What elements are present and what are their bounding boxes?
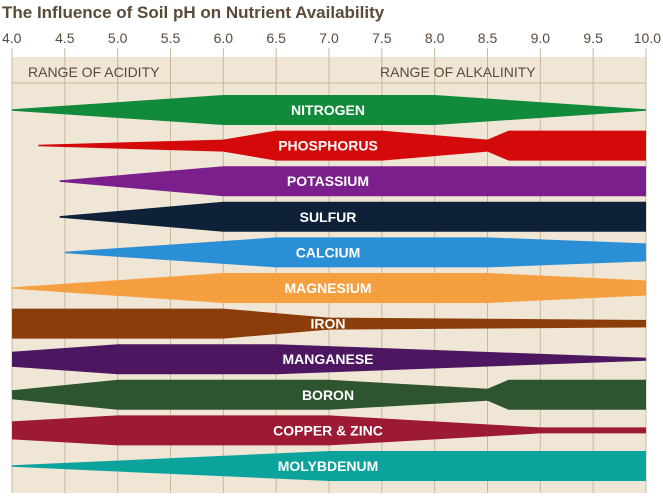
chart-title: The Influence of Soil pH on Nutrient Ava… [2,3,385,22]
band-sulfur: SULFUR [59,201,647,232]
band-label-magnesium: MAGNESIUM [284,280,371,296]
band-shape-boron [12,379,646,410]
band-manganese: MANGANESE [12,344,646,375]
band-label-boron: BORON [302,387,354,403]
band-shape-manganese [12,344,646,375]
band-shape-calcium [64,237,647,268]
x-tick-label: 6.0 [214,30,234,46]
x-tick-label: 9.5 [583,30,603,46]
band-label-sulfur: SULFUR [300,209,357,225]
x-tick-label: 5.0 [108,30,128,46]
band-molybdenum: MOLYBDENUM [12,451,646,481]
band-calcium: CALCIUM [64,237,647,268]
band-label-molybdenum: MOLYBDENUM [278,458,379,474]
x-tick-label: 4.0 [2,30,22,46]
band-boron: BORON [12,379,646,410]
band-label-copper-and-zinc: COPPER & ZINC [273,422,383,438]
x-tick-label: 4.5 [55,30,75,46]
band-label-calcium: CALCIUM [296,244,361,260]
nutrient-bands: NITROGEN PHOSPHORUS POTASSIUM SULFUR CALCIUM… [12,95,647,481]
range-of-alkalinity-label: RANGE OF ALKALINITY [380,64,536,80]
band-label-potassium: POTASSIUM [287,173,369,189]
range-of-acidity-label: RANGE OF ACIDITY [28,64,160,80]
band-label-manganese: MANGANESE [282,351,373,367]
x-tick-label: 6.5 [266,30,286,46]
x-tick-label: 8.0 [425,30,445,46]
band-shape-potassium [59,166,647,197]
band-shape-sulfur [59,201,647,232]
band-nitrogen: NITROGEN [12,95,646,125]
band-magnesium: MAGNESIUM [12,273,646,303]
x-tick-label: 10.0 [634,30,661,46]
band-shape-molybdenum [12,451,646,481]
x-axis-ticks: 4.0 4.5 5.0 5.5 6.0 6.5 7.0 7.5 8.0 8.5 9.0 9.5 10.0 [2,30,661,46]
band-shape-phosphorus [38,130,646,161]
x-tick-label: 9.0 [531,30,551,46]
band-shape-iron [12,308,646,339]
band-shape-magnesium [12,273,646,303]
band-shape-copper-and-zinc [12,415,646,446]
x-tick-label: 5.5 [161,30,181,46]
band-iron: IRON [12,308,646,339]
band-potassium: POTASSIUM [59,166,647,197]
x-tick-label: 7.5 [372,30,392,46]
band-label-nitrogen: NITROGEN [291,102,365,118]
band-copper-and-zinc: COPPER & ZINC [12,415,646,446]
band-label-phosphorus: PHOSPHORUS [278,138,378,154]
x-tick-label: 8.5 [478,30,498,46]
band-label-iron: IRON [311,316,346,332]
band-phosphorus: PHOSPHORUS [38,130,646,161]
band-shape-nitrogen [12,95,646,125]
x-tick-label: 7.0 [319,30,339,46]
